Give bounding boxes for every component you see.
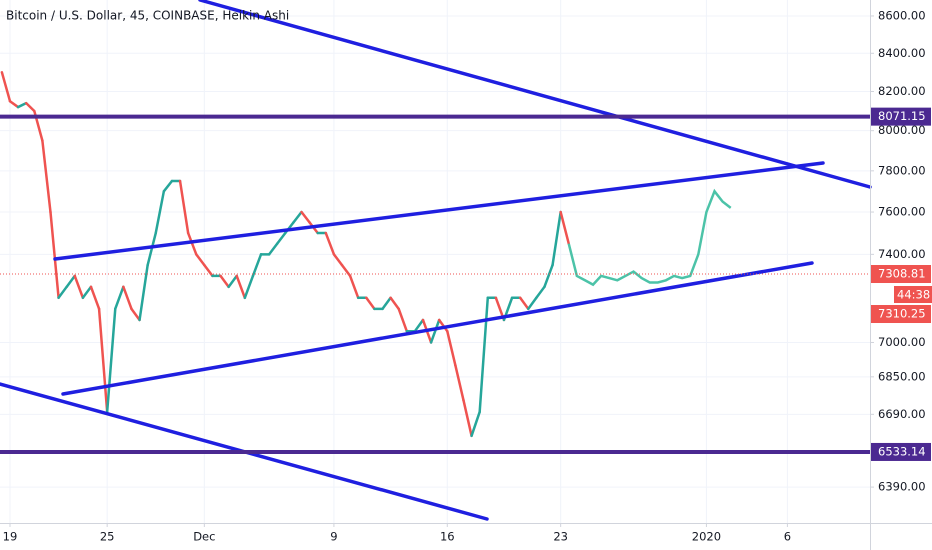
price-segment	[275, 231, 287, 245]
price-segment	[49, 210, 60, 300]
price-segment	[454, 364, 465, 402]
price-segment	[437, 318, 449, 333]
level-label-box	[871, 442, 931, 461]
y-tick-label: 6690.00	[878, 407, 926, 421]
price-segment	[219, 274, 230, 289]
level-label: 8071.15	[878, 109, 926, 123]
trend-line	[198, 0, 872, 189]
price-segment	[138, 263, 149, 322]
price-segment	[535, 285, 546, 300]
price-segment	[178, 179, 190, 235]
level-label: 6533.14	[878, 444, 926, 458]
price-segment	[446, 329, 457, 367]
x-tick-label: Dec	[193, 530, 215, 544]
x-tick-label: 9	[330, 530, 337, 544]
price-segment	[154, 190, 166, 235]
trend-line	[53, 161, 825, 261]
price-segment	[65, 274, 77, 289]
price-segment	[559, 210, 571, 245]
x-tick-label: 2020	[692, 530, 721, 544]
y-tick-label: 7600.00	[878, 205, 926, 219]
price-segment	[73, 274, 85, 300]
price-segment	[413, 318, 425, 333]
trend-line	[61, 261, 814, 396]
price-segment	[105, 307, 117, 414]
y-tick-label: 7800.00	[878, 163, 926, 177]
level-label-box	[871, 107, 931, 126]
price-segment	[324, 231, 336, 256]
y-tick-label: 6390.00	[878, 480, 926, 494]
price-segment	[203, 263, 214, 278]
price-segment	[365, 296, 376, 311]
price-segment	[251, 253, 263, 278]
y-tick-label: 8400.00	[878, 46, 926, 60]
price-segment	[194, 253, 206, 267]
price-segment	[89, 285, 101, 311]
price-segment	[243, 274, 255, 300]
price-segment	[470, 410, 481, 438]
price-segment	[41, 139, 52, 214]
price-segment	[429, 318, 441, 344]
price-segment	[348, 274, 360, 300]
price-segment	[0, 71, 12, 103]
price-segment	[267, 242, 279, 256]
x-tick-label: 19	[3, 530, 18, 544]
price-segment	[162, 179, 174, 193]
x-tick-label: 23	[553, 530, 568, 544]
y-tick-label: 8600.00	[878, 8, 926, 22]
price-segment	[146, 231, 158, 267]
ask-price-label-box	[871, 305, 931, 324]
last-price-label-box	[871, 265, 931, 284]
price-segment	[462, 398, 473, 438]
price-segment	[81, 285, 93, 300]
price-segment	[97, 307, 109, 414]
price-segment	[122, 285, 133, 311]
price-segment	[381, 296, 392, 311]
price-segment	[186, 231, 198, 256]
price-segment	[543, 263, 554, 289]
price-segment	[8, 99, 20, 109]
price-segment	[130, 307, 141, 322]
price-segment	[518, 296, 530, 311]
price-segment	[332, 253, 344, 267]
countdown: 44:38	[897, 288, 930, 302]
countdown-box	[894, 286, 932, 304]
y-tick-label: 7400.00	[878, 247, 926, 261]
price-segment	[292, 210, 303, 224]
x-tick-label: 6	[784, 530, 791, 544]
y-tick-label: 8000.00	[878, 123, 926, 137]
x-tick-label: 16	[440, 530, 455, 544]
price-line	[567, 188, 732, 287]
price-segment	[235, 274, 247, 300]
chart-title: Bitcoin / U.S. Dollar, 45, COINBASE, Hei…	[6, 9, 289, 23]
price-segment	[389, 296, 400, 311]
plot-area	[0, 0, 870, 523]
price-segment	[551, 210, 562, 267]
y-tick-label: 6850.00	[878, 369, 926, 383]
price-segment	[397, 307, 409, 333]
price-segment	[16, 101, 28, 109]
y-tick-label: 7000.00	[878, 335, 926, 349]
y-tick-label: 8200.00	[878, 84, 926, 98]
overlay	[0, 114, 870, 454]
price-segment	[227, 274, 238, 289]
price-segment	[24, 101, 36, 113]
ask-price-label: 7310.25	[878, 307, 926, 321]
price-segment	[300, 210, 311, 224]
price-segment	[114, 285, 125, 311]
last-price-label: 7308.81	[878, 267, 926, 281]
x-tick-label: 25	[100, 530, 115, 544]
price-segment	[527, 296, 538, 311]
price-segment	[57, 285, 68, 300]
price-segment	[478, 296, 490, 414]
